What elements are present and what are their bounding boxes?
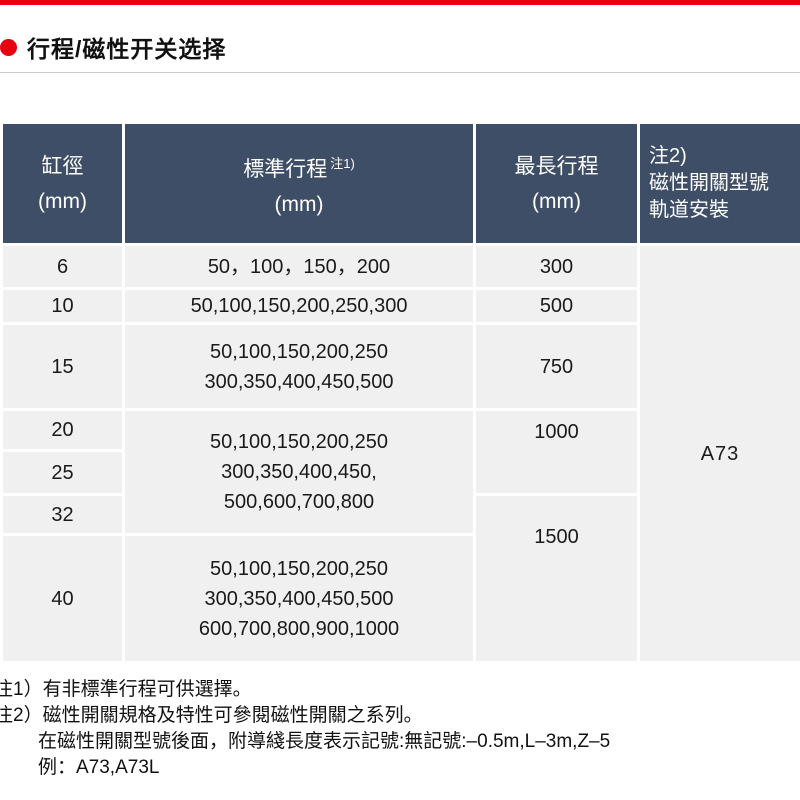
page-title: 行程/磁性开关选择 — [27, 36, 227, 62]
table-header-row: 缸徑 (mm) 標準行程 注1) (mm) 最長行程 (mm) 注2) 磁性開關型… — [0, 121, 800, 246]
header-bore-title: 缸徑 — [41, 154, 84, 178]
header-standard-stroke-unit: (mm) — [274, 192, 324, 216]
header-standard-stroke: 標準行程 注1) (mm) — [122, 121, 476, 246]
header-bore-unit: (mm) — [38, 189, 87, 213]
table-row-bore-32: 32 1500 — [0, 493, 800, 664]
cell-switch-model: A73 — [637, 243, 800, 664]
header-max-stroke-unit: (mm) — [532, 189, 581, 213]
table-row-bore-40: 40 50,100,150,200,250 300,350,400,450,50… — [0, 533, 800, 664]
footnotes: 注1）有非標準行程可供選擇。 注2）磁性開關規格及特性可參閱磁性開關之系列。 在… — [0, 677, 800, 781]
table-row-bore-20: 20 50,100,150,200,250 300,350,400,450, 5… — [0, 408, 800, 536]
header-standard-stroke-text: 標準行程 — [243, 157, 328, 181]
cell-stroke-20-32: 50,100,150,200,250 300,350,400,450, 500,… — [122, 408, 476, 536]
top-accent-bar — [0, 0, 800, 5]
cell-bore-40: 40 — [0, 533, 125, 664]
cell-stroke-15: 50,100,150,200,250 300,350,400,450,500 — [122, 322, 476, 411]
note2-ref: 注2) — [649, 145, 687, 167]
cell-bore-6: 6 — [0, 243, 125, 290]
cell-stroke-10: 50,100,150,200,250,300 — [122, 287, 476, 325]
footnote-1: 注1）有非標準行程可供選擇。 — [0, 679, 252, 700]
stroke-line: 300,350,400,450, — [221, 461, 377, 483]
stroke-line: 600,700,800,900,1000 — [198, 617, 400, 640]
cell-bore-20: 20 — [0, 408, 125, 452]
header-standard-stroke-title: 標準行程 注1) — [127, 146, 472, 187]
divider — [0, 72, 800, 73]
table-row-bore-25: 25 — [0, 449, 800, 496]
stroke-line: 300,350,400,450,500 — [204, 587, 394, 610]
section-header: 行程/磁性开关选择 — [0, 31, 800, 63]
header-max-stroke-title: 最長行程 — [514, 154, 599, 178]
cell-max-15: 750 — [473, 322, 640, 411]
cell-bore-10: 10 — [0, 287, 125, 325]
stroke-line: 50,100,150,200,250 — [210, 340, 388, 363]
header-bore: 缸徑 (mm) — [0, 121, 125, 246]
cell-max-32-40: 1500 — [473, 493, 640, 664]
header-switch-model-title: 磁性開關型號 — [649, 172, 769, 194]
cell-stroke-40: 50,100,150,200,250 300,350,400,450,500 6… — [122, 533, 476, 664]
stroke-line: 300,350,400,450,500 — [204, 370, 394, 393]
cell-bore-25: 25 — [0, 449, 125, 496]
header-switch-model: 注2) 磁性開關型號 軌道安裝 — [637, 121, 800, 246]
bullet-dot-icon — [0, 38, 17, 56]
spec-table: 缸徑 (mm) 標準行程 注1) (mm) 最長行程 (mm) 注2) 磁性開關型… — [0, 121, 800, 664]
cell-max-6: 300 — [473, 243, 640, 290]
cell-max-20-25: 1000 — [473, 408, 640, 496]
stroke-line: 50,100,150,200,250 — [210, 557, 388, 580]
footnote-2: 注2）磁性開關規格及特性可參閱磁性開關之系列。 — [0, 705, 423, 726]
note1-ref: 注1) — [330, 155, 355, 171]
stroke-line: 50,100,150,200,250 — [210, 431, 388, 453]
cell-bore-32: 32 — [0, 493, 125, 536]
table-row-bore-10: 10 50,100,150,200,250,300 500 — [0, 287, 800, 325]
cell-stroke-6: 50，100，150，200 — [122, 243, 476, 290]
footnote-example: 例：A73,A73L — [38, 757, 160, 778]
stroke-line: 500,600,700,800 — [223, 491, 375, 513]
cell-max-10: 500 — [473, 287, 640, 325]
header-switch-mount: 軌道安裝 — [649, 199, 729, 221]
footnote-2-continued: 在磁性開關型號後面，附導綫長度表示記號:無記號:–0.5m,L–3m,Z–5 — [38, 731, 611, 752]
header-max-stroke: 最長行程 (mm) — [473, 121, 640, 246]
table-row-bore-15: 15 50,100,150,200,250 300,350,400,450,50… — [0, 322, 800, 411]
table-row-bore-6: 6 50，100，150，200 300 A73 — [0, 243, 800, 664]
cell-bore-15: 15 — [0, 322, 125, 411]
